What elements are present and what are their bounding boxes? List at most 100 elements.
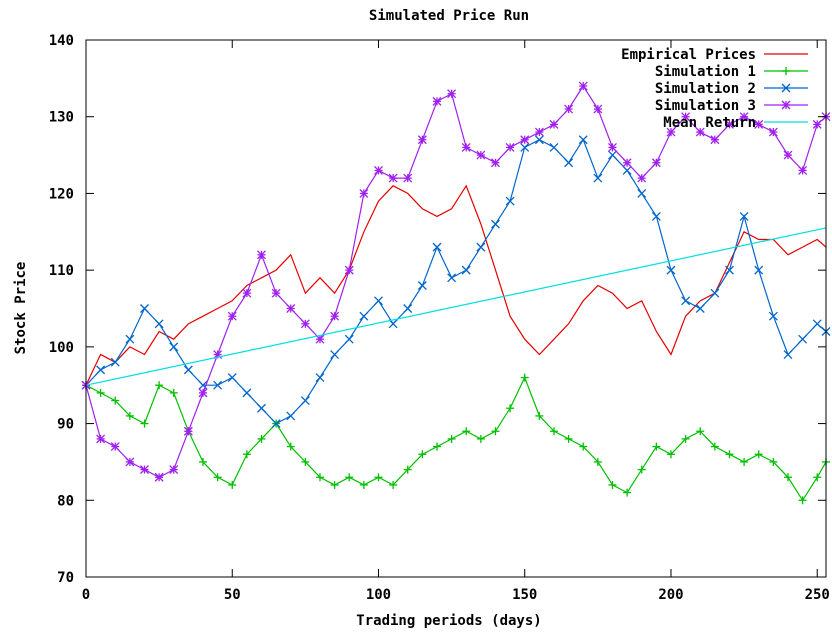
data-point-simulation-2 xyxy=(271,419,281,429)
data-point-simulation-2 xyxy=(432,242,442,252)
data-point-simulation-1 xyxy=(432,442,441,451)
data-point-simulation-2 xyxy=(198,380,208,390)
data-point-simulation-2 xyxy=(622,165,632,175)
legend-marker xyxy=(781,83,791,93)
legend-label: Simulation 1 xyxy=(655,64,756,80)
data-point-simulation-1 xyxy=(491,427,500,436)
data-point-simulation-1 xyxy=(710,442,719,451)
data-point-simulation-2 xyxy=(213,380,223,390)
data-point-simulation-2 xyxy=(461,265,471,275)
y-tick-label: 130 xyxy=(49,110,74,126)
data-point-simulation-1 xyxy=(623,488,632,497)
data-point-simulation-2 xyxy=(754,265,764,275)
data-point-simulation-3 xyxy=(578,81,588,91)
data-point-simulation-2 xyxy=(739,211,749,221)
x-tick-label: 250 xyxy=(805,587,830,603)
data-point-simulation-3 xyxy=(666,127,676,137)
data-point-simulation-2 xyxy=(330,350,340,359)
data-point-simulation-3 xyxy=(549,119,559,129)
data-point-simulation-1 xyxy=(783,473,792,482)
data-point-simulation-3 xyxy=(681,112,691,122)
data-point-simulation-3 xyxy=(651,158,661,168)
data-point-simulation-1 xyxy=(389,480,398,489)
legend-entry-simulation-3: Simulation 3 xyxy=(655,98,808,114)
data-point-simulation-1 xyxy=(520,373,529,382)
legend-entry-simulation-2: Simulation 2 xyxy=(655,81,808,97)
data-point-simulation-2 xyxy=(300,396,310,406)
data-point-simulation-1 xyxy=(740,457,749,466)
data-point-simulation-2 xyxy=(242,388,252,398)
data-point-simulation-1 xyxy=(418,450,427,459)
data-point-simulation-2 xyxy=(388,319,398,329)
data-point-simulation-2 xyxy=(140,304,149,313)
data-point-simulation-2 xyxy=(578,135,588,145)
data-point-simulation-1 xyxy=(769,457,778,466)
y-tick-label: 100 xyxy=(49,340,74,356)
data-point-simulation-2 xyxy=(564,158,574,168)
data-point-simulation-2 xyxy=(374,296,383,306)
data-point-simulation-3 xyxy=(242,288,252,298)
data-point-simulation-1 xyxy=(330,480,339,489)
data-point-simulation-3 xyxy=(710,135,720,145)
data-point-simulation-1 xyxy=(403,465,412,474)
data-point-simulation-2 xyxy=(520,142,530,152)
data-point-simulation-1 xyxy=(242,450,251,459)
data-point-simulation-3 xyxy=(637,173,647,183)
legend-entry-simulation-1: Simulation 1 xyxy=(655,64,808,80)
data-point-simulation-3 xyxy=(286,304,296,313)
data-point-simulation-3 xyxy=(359,188,369,198)
legend-marker xyxy=(781,100,791,110)
data-point-simulation-1 xyxy=(213,473,222,482)
data-point-simulation-1 xyxy=(798,496,807,505)
data-point-simulation-3 xyxy=(608,142,617,152)
data-point-simulation-1 xyxy=(447,434,456,443)
data-point-simulation-3 xyxy=(564,104,574,114)
data-point-simulation-2 xyxy=(315,373,325,383)
data-point-simulation-1 xyxy=(608,480,617,489)
data-point-simulation-3 xyxy=(271,288,281,298)
data-point-simulation-2 xyxy=(154,319,164,329)
y-tick-label: 90 xyxy=(57,417,74,433)
data-point-simulation-3 xyxy=(227,311,237,321)
data-point-simulation-3 xyxy=(257,250,266,260)
data-point-simulation-3 xyxy=(768,127,778,137)
data-point-simulation-1 xyxy=(681,434,690,443)
data-point-simulation-1 xyxy=(666,450,675,459)
data-point-simulation-1 xyxy=(315,473,324,482)
data-point-simulation-1 xyxy=(462,427,471,436)
data-point-simulation-2 xyxy=(125,334,135,344)
data-point-simulation-2 xyxy=(491,219,500,229)
x-axis-label: Trading periods (days) xyxy=(356,613,541,629)
data-point-simulation-2 xyxy=(183,365,193,375)
data-point-simulation-2 xyxy=(710,288,720,298)
data-point-simulation-1 xyxy=(652,442,661,451)
data-point-simulation-1 xyxy=(228,480,237,489)
data-point-simulation-3 xyxy=(198,388,208,398)
data-point-simulation-3 xyxy=(344,265,354,275)
data-point-simulation-1 xyxy=(155,381,164,390)
data-point-simulation-1 xyxy=(476,434,485,443)
legend-label: Simulation 2 xyxy=(655,81,756,97)
x-tick-label: 200 xyxy=(658,587,683,603)
data-point-simulation-1 xyxy=(593,457,602,466)
data-point-simulation-1 xyxy=(549,427,558,436)
data-point-simulation-3 xyxy=(300,319,310,329)
data-point-simulation-1 xyxy=(96,388,105,397)
data-point-simulation-1 xyxy=(301,457,310,466)
series-line-mean-return xyxy=(85,227,827,386)
data-point-simulation-3 xyxy=(593,104,603,114)
data-point-simulation-3 xyxy=(183,426,193,436)
data-point-simulation-2 xyxy=(403,304,413,313)
data-point-simulation-3 xyxy=(140,465,149,475)
legend-label: Simulation 3 xyxy=(655,98,756,114)
data-point-simulation-1 xyxy=(345,473,354,482)
data-point-simulation-2 xyxy=(666,265,676,275)
legend-label: Empirical Prices xyxy=(621,47,756,63)
data-point-simulation-2 xyxy=(695,304,705,313)
data-point-simulation-3 xyxy=(812,119,822,129)
data-point-simulation-1 xyxy=(535,411,544,420)
legend-marker xyxy=(782,67,790,75)
data-point-simulation-1 xyxy=(257,434,266,443)
data-point-simulation-2 xyxy=(476,242,486,252)
